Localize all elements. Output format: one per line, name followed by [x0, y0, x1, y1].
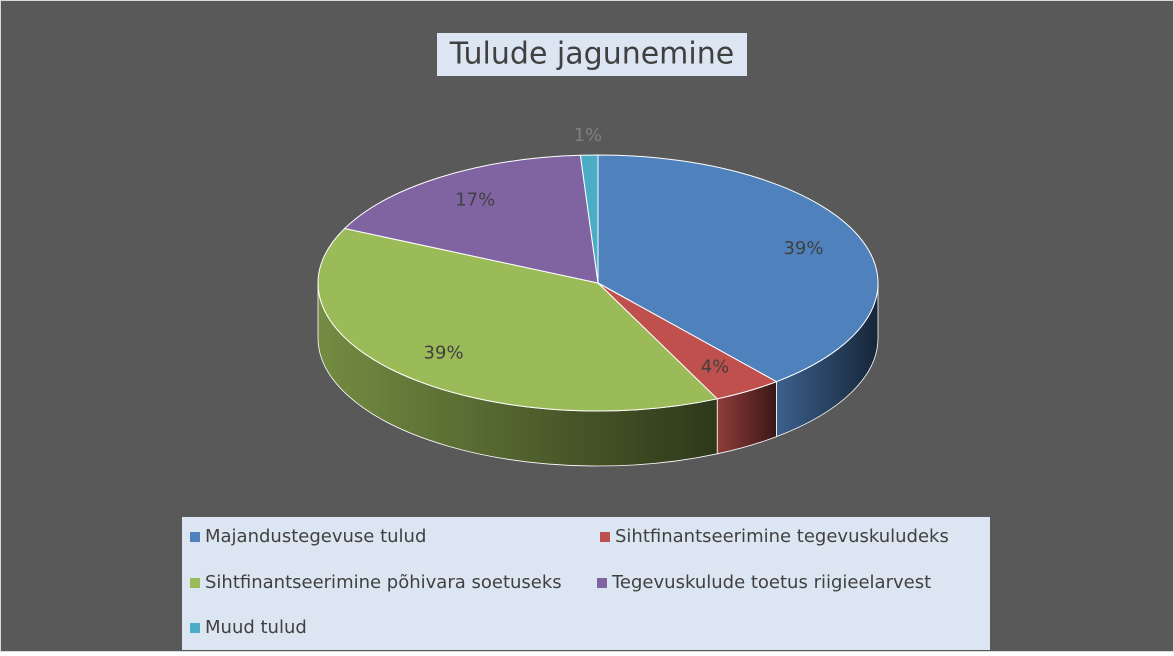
legend-label: Majandustegevuse tulud [205, 526, 426, 547]
slice [597, 154, 879, 438]
slice-top [597, 154, 879, 383]
title-box [437, 33, 747, 76]
data-label: 39% [783, 238, 823, 259]
legend-swatch [190, 623, 200, 633]
data-label: 17% [455, 189, 495, 210]
legend: Majandustegevuse tulud Sihtfinantseerimin… [190, 526, 949, 638]
slice-top [317, 227, 719, 412]
slice-top [343, 154, 599, 284]
slice [579, 154, 599, 284]
legend-box [182, 517, 990, 650]
legend-label: Tegevuskulude toetus riigieelarvest [611, 572, 931, 593]
data-label: 4% [701, 356, 730, 377]
chart-title: Tulude jagunemine [449, 37, 734, 72]
legend-label: Sihtfinantseerimine põhivara soetuseks [205, 572, 562, 593]
data-label: 1% [574, 125, 603, 146]
legend-label: Sihtfinantseerimine tegevuskuludeks [615, 526, 949, 547]
data-label: 39% [424, 343, 464, 364]
legend-swatch [190, 532, 200, 542]
legend-swatch [597, 578, 607, 588]
pie: 39% 4% 39% 17% 1% [317, 125, 879, 467]
legend-swatch [600, 532, 610, 542]
slice [343, 154, 599, 284]
slice [597, 282, 778, 455]
slice-top [579, 154, 599, 284]
slice [317, 227, 719, 467]
legend-swatch [190, 578, 200, 588]
legend-label: Muud tulud [205, 617, 307, 638]
